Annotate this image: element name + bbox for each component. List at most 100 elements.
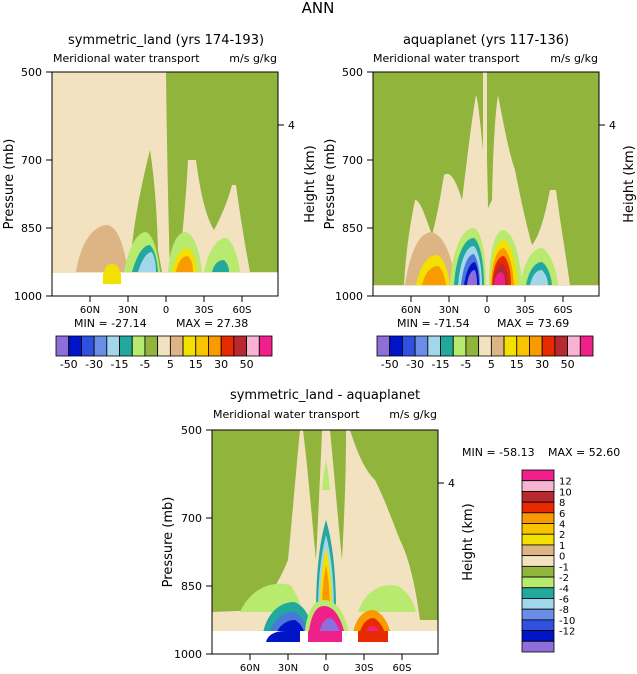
colorbar2-box — [516, 335, 530, 357]
panel2-ytick-1000: 1000 — [335, 290, 363, 303]
panel1-lightgreen-3 — [204, 238, 240, 272]
colorbar2-box — [503, 335, 518, 357]
panel3-plot-field — [212, 430, 438, 654]
colorbar2-box — [490, 335, 505, 357]
colorbar2-label: -5 — [460, 358, 471, 371]
panel3-ytick-850: 850 — [181, 580, 202, 593]
panel1-x-axis: 60N 30N 0 30S 60S — [80, 296, 252, 316]
panel2-ylabel: Pressure (mb) — [323, 139, 338, 230]
colorbar1-box — [81, 335, 95, 357]
panel3-x-axis: 60N 30N 0 30S 60S — [240, 654, 412, 674]
panel3-max-label: MAX = 52.60 — [548, 446, 620, 459]
panel1-subtitle-left: Meridional water transport — [53, 52, 200, 65]
colorbar1-label: 30 — [214, 358, 228, 371]
colorbar3-box — [521, 598, 555, 610]
colorbar1-label: 50 — [240, 358, 254, 371]
colorbar3-label: 2 — [559, 530, 565, 541]
panel1-xtick-30s: 30S — [194, 305, 213, 316]
panel2-ytick-850: 850 — [342, 222, 363, 235]
panel2-frame — [372, 71, 600, 297]
panel3-xtick-60n: 60N — [240, 663, 260, 674]
panel1-lightblue-1 — [138, 252, 156, 272]
colorbar3-label: -2 — [559, 573, 569, 584]
colorbar2-box — [440, 335, 454, 357]
colorbar1-box — [233, 335, 247, 357]
panel3-xtick-0: 0 — [323, 663, 329, 674]
colorbar1-box — [195, 335, 209, 357]
colorbar3-label: -10 — [559, 616, 575, 627]
colorbar2-label: 15 — [510, 358, 524, 371]
colorbar1-box — [157, 335, 171, 357]
colorbar2-box — [529, 335, 543, 357]
panel1-subtitle-right: m/s g/kg — [229, 52, 277, 65]
colorbar1-box — [131, 335, 146, 357]
panel1-green-south — [166, 72, 278, 272]
panel2-title: aquaplanet (yrs 117-136) — [403, 33, 569, 48]
colorbar2-box — [452, 335, 467, 357]
colorbar-panel2: -50 -30 -15 -5 5 15 30 50 — [376, 335, 594, 371]
panel3-green-ne — [350, 430, 438, 620]
colorbar3-box — [521, 630, 555, 642]
panel3-ytick-700: 700 — [181, 512, 202, 525]
panel-difference: symmetric_land - aquaplanet Meridional w… — [161, 388, 620, 674]
colorbar3-label: 10 — [559, 487, 572, 498]
panel3-xtick-30n: 30N — [278, 663, 298, 674]
panel3-xtick-60s: 60S — [392, 663, 411, 674]
panel2-xtick-60s: 60S — [553, 305, 572, 316]
panel1-ground-mask — [52, 273, 278, 296]
colorbar3-box — [521, 501, 555, 514]
panel2-ytick-700: 700 — [342, 154, 363, 167]
colorbar1-box — [258, 335, 273, 357]
colorbar2-box — [579, 335, 594, 357]
panel2-subtitle-right: m/s g/kg — [550, 52, 598, 65]
panel2-ytick-500: 500 — [342, 66, 363, 79]
panel1-ytick-850: 850 — [21, 222, 42, 235]
panel2-purple-1 — [467, 270, 477, 285]
panel3-lightgreen-spire — [322, 460, 330, 490]
colorbar2-box — [567, 335, 581, 357]
colorbar2-label: 50 — [561, 358, 575, 371]
colorbar3-label: -1 — [559, 562, 569, 573]
panel2-min-label: MIN = -71.54 — [397, 317, 470, 330]
colorbar3-label: -12 — [559, 627, 575, 638]
panel3-ylabel: Pressure (mb) — [161, 497, 176, 588]
panel3-xtick-30s: 30S — [354, 663, 373, 674]
colorbar2-box — [427, 335, 441, 357]
colorbar2-box — [554, 335, 568, 357]
panel2-equator-strip — [485, 160, 489, 285]
panel1-min-label: MIN = -27.14 — [74, 317, 147, 330]
panel-symmetric-land: symmetric_land (yrs 174-193) Meridional … — [2, 33, 318, 330]
colorbar3-box — [521, 608, 555, 621]
panel2-ground-mask — [373, 286, 599, 296]
colorbar2-label: 5 — [488, 358, 495, 371]
panel2-magenta-2 — [494, 272, 505, 285]
panel2-max-label: MAX = 73.69 — [497, 317, 569, 330]
colorbar3-label: -8 — [559, 605, 569, 616]
panel2-plot-field — [373, 72, 599, 296]
panel1-ytick-700: 700 — [21, 154, 42, 167]
panel2-green-south — [487, 72, 599, 285]
panel3-ytick-right-4: 4 — [448, 477, 455, 490]
panel2-y-right-axis: 4 Height (km) — [599, 119, 637, 223]
colorbar2-box — [402, 335, 416, 357]
panel3-green-center-left — [303, 430, 322, 560]
panel2-xtick-60n: 60N — [401, 305, 421, 316]
colorbar2-box — [414, 335, 429, 357]
panel2-x-axis: 60N 30N 0 30S 60S — [401, 296, 573, 316]
colorbar3-box — [521, 512, 555, 524]
colorbar3-box — [521, 555, 555, 567]
panel3-green-nw — [212, 430, 300, 612]
page-title: ANN — [302, 0, 335, 17]
colorbar3-box — [521, 587, 555, 599]
colorbar-panel1: -50 -30 -15 -5 5 15 30 50 — [55, 335, 273, 371]
panel1-ytick-500: 500 — [21, 66, 42, 79]
panel1-frame — [51, 71, 279, 297]
colorbar2-box — [376, 335, 391, 357]
colorbar2-label: -15 — [432, 358, 450, 371]
panel3-y-right-axis: 4 Height (km) — [438, 477, 476, 581]
colorbar3-label: 0 — [559, 552, 565, 563]
panel1-ytick-1000: 1000 — [14, 290, 42, 303]
panel1-xtick-60n: 60N — [80, 305, 100, 316]
